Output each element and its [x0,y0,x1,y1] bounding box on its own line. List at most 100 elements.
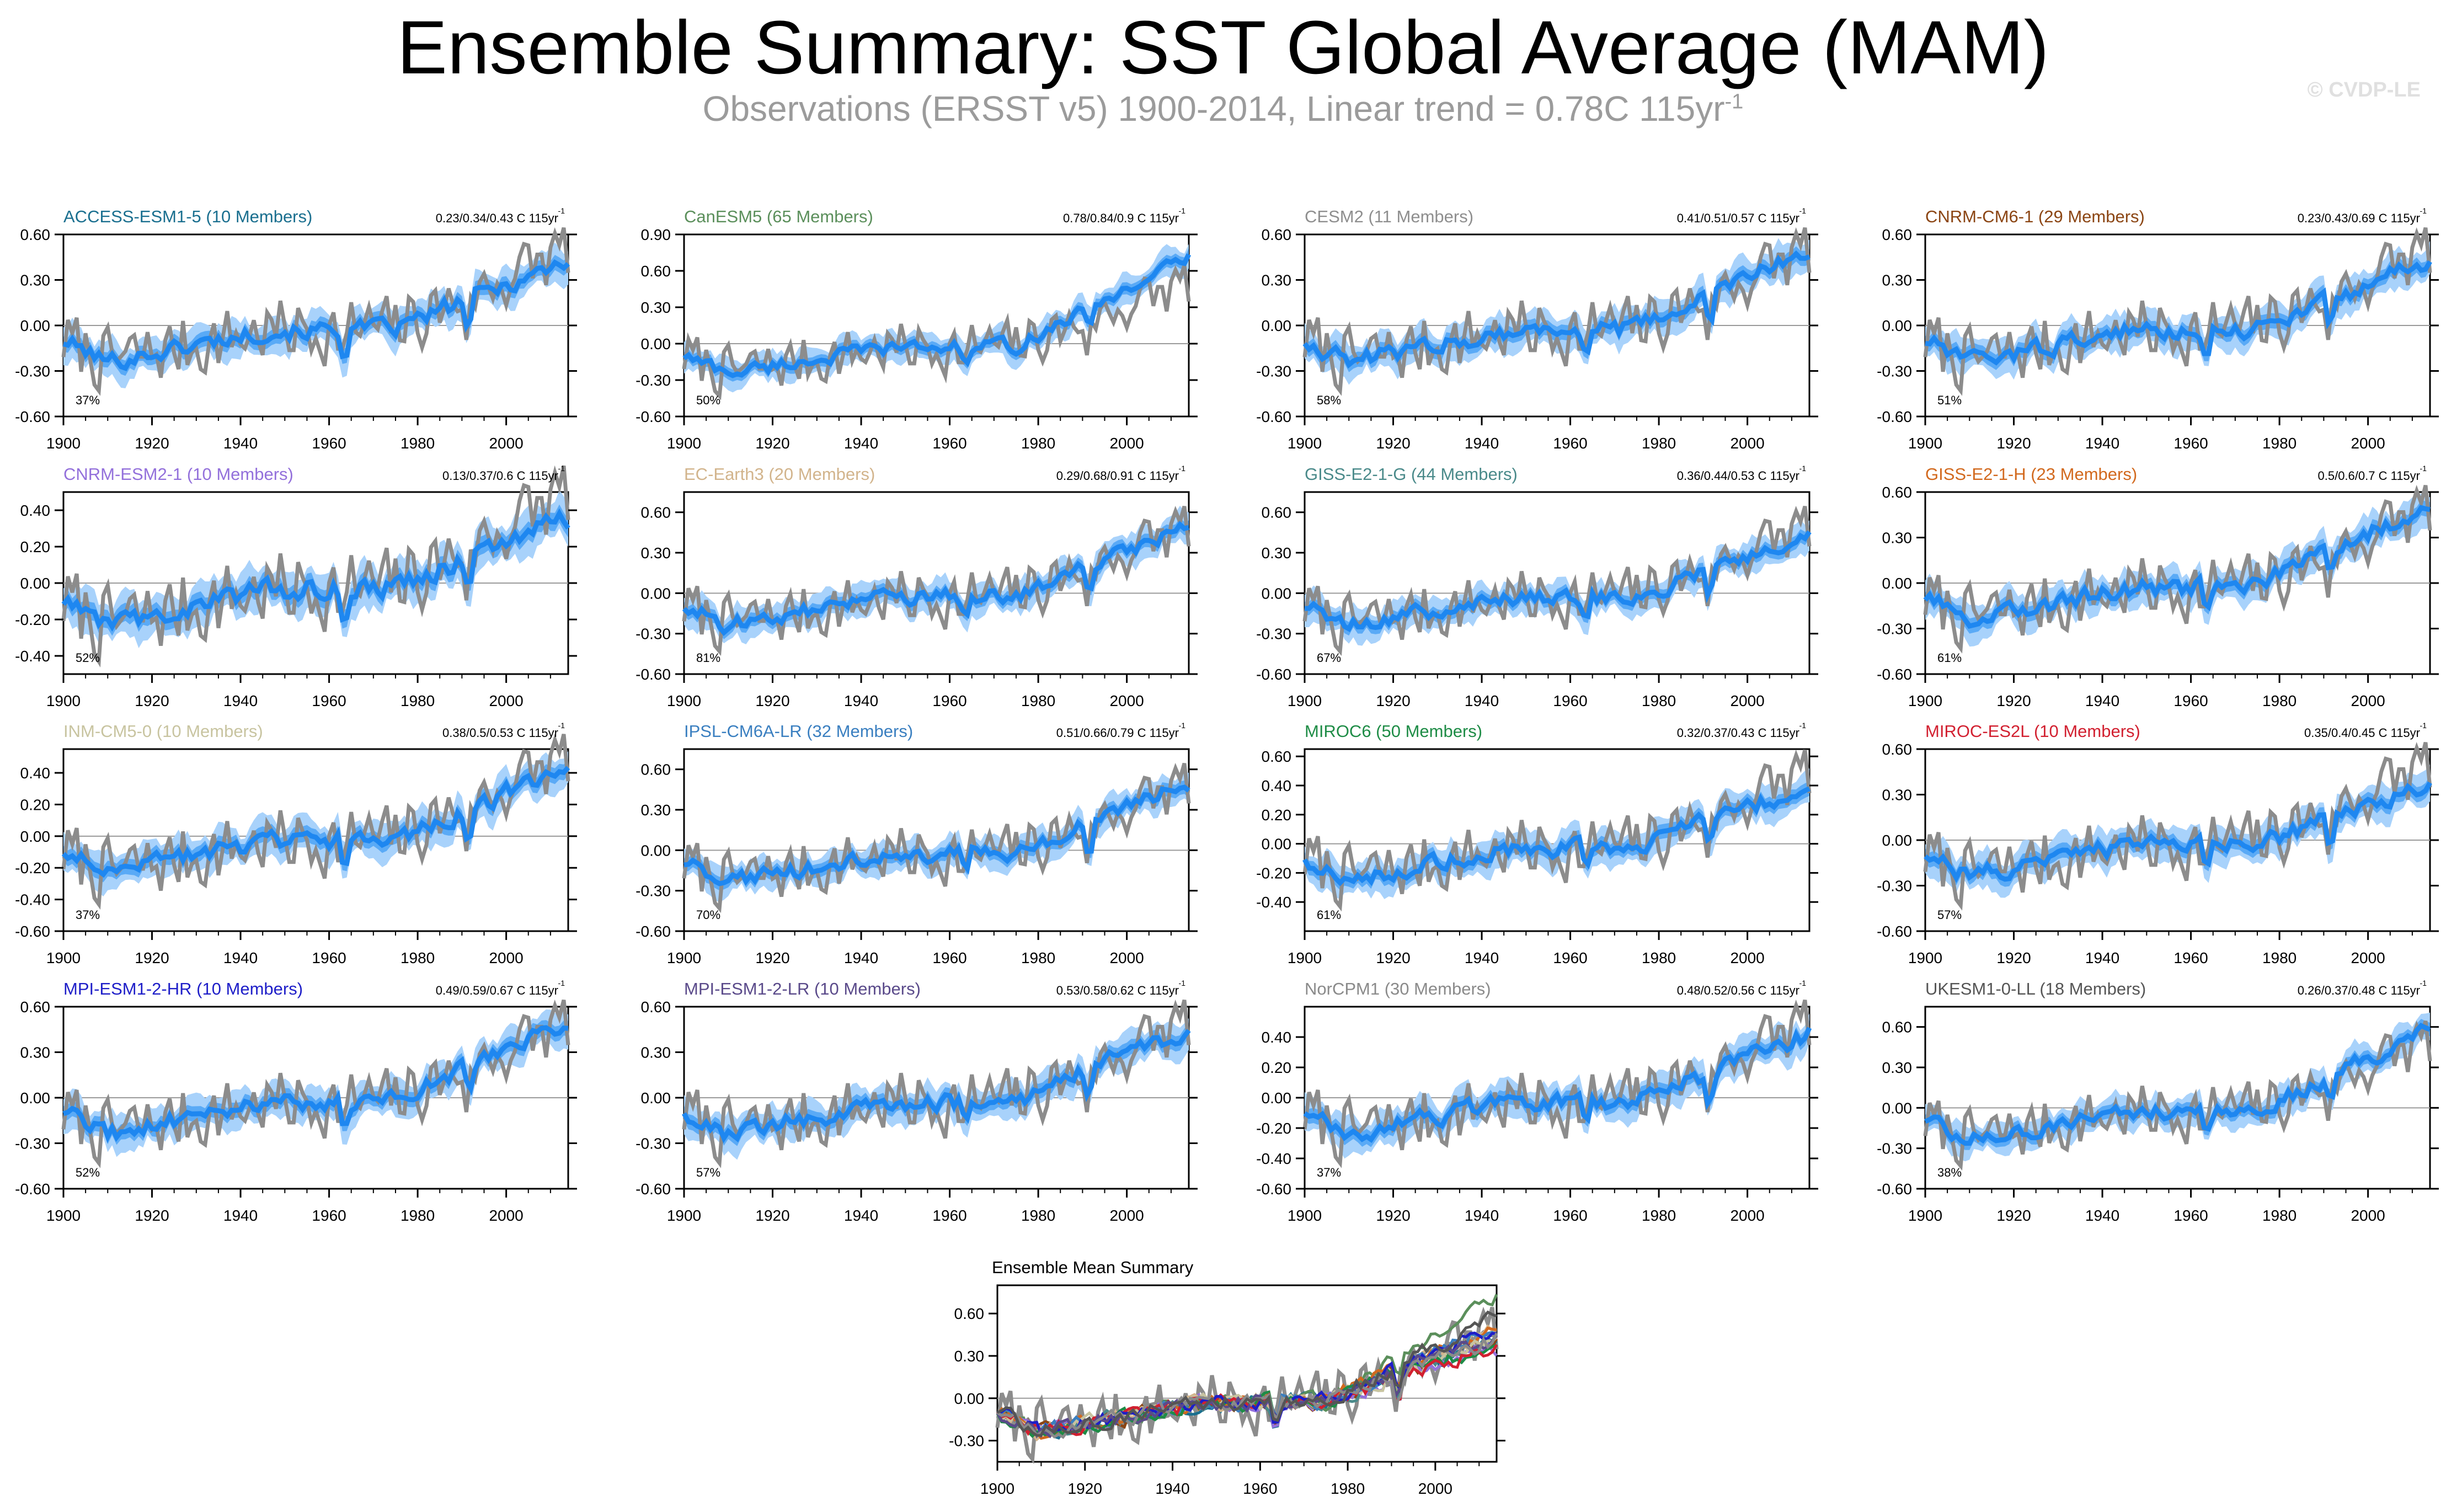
subtitle-exponent: -1 [1724,90,1744,114]
y-tick-label: 0.00 [1262,585,1292,602]
x-tick-label: 1960 [1553,1207,1587,1224]
trend-exponent: -1 [1799,206,1807,215]
x-tick-label: 1920 [135,435,169,452]
percent-label: 52% [76,1166,100,1179]
x-tick-label: 1940 [1465,949,1499,966]
x-tick-label: 1920 [1996,1207,2031,1224]
ensemble-range-band [684,244,1189,393]
chart-panel-4: 0.40 0.20 0.00 -0.20 -0.40 1900 1920 1940 1960 19… [15,464,577,709]
y-tick-label: -0.60 [1877,923,1912,940]
x-tick-label: 1980 [2262,692,2297,709]
x-tick-label: 2000 [489,1207,523,1224]
ensemble-range-band [1305,768,1809,900]
observation-line [1302,999,1812,1168]
x-tick-label: 1960 [312,1207,346,1224]
x-tick-label: 2000 [2351,692,2385,709]
panel-title: GISS-E2-1-H (23 Members) [1925,464,2137,484]
panel-title: GISS-E2-1-G (44 Members) [1305,464,1518,484]
trend-label: 0.32/0.37/0.43 C 115yr [1677,726,1799,740]
y-tick-label: 0.00 [1262,317,1292,334]
x-tick-label: 1960 [1553,949,1587,966]
x-tick-label: 1920 [135,1207,169,1224]
trend-exponent: -1 [558,464,565,473]
x-tick-label: 1960 [1553,692,1587,709]
y-tick-label: -0.30 [635,883,671,900]
x-tick-label: 2000 [1730,949,1764,966]
ensemble-mean-line [61,508,570,632]
x-tick-label: 1900 [1288,1207,1322,1224]
x-tick-label: 1940 [844,1207,878,1224]
observation-line [61,227,570,396]
ensemble-range-band [684,772,1189,902]
ensemble-range-band [1925,765,2430,898]
y-tick-label: 0.30 [641,299,671,316]
y-tick-label: 0.00 [20,1089,51,1107]
panel-title: ACCESS-ESM1-5 (10 Members) [63,207,312,226]
chart-panel-7: 0.60 0.30 0.00 -0.30 -0.60 1900 1920 1940 1960 19… [1877,464,2439,709]
ensemble-range-band [1925,241,2430,380]
x-tick-label: 1960 [2173,949,2208,966]
y-tick-label: -0.60 [1877,1180,1912,1198]
y-tick-label: 0.00 [641,335,671,352]
y-tick-label: 0.30 [1882,530,1913,547]
x-tick-label: 1900 [1288,692,1322,709]
trend-label: 0.49/0.59/0.67 C 115yr [436,984,558,997]
x-tick-label: 1980 [2262,949,2297,966]
chart-panel-11: 0.60 0.30 0.00 -0.30 -0.60 1900 1920 1940 1960 19… [1877,721,2439,966]
y-tick-label: 0.00 [641,1089,671,1107]
trend-exponent: -1 [1799,721,1807,730]
y-tick-label: 0.00 [954,1390,985,1407]
ensemble-mean-line [1303,1027,1812,1143]
y-tick-label: -0.30 [1877,878,1912,895]
trend-exponent: -1 [2420,721,2427,730]
x-tick-label: 1980 [1642,692,1676,709]
ensemble-iqr-band [63,255,568,376]
y-tick-label: -0.30 [1877,621,1912,638]
x-tick-label: 1940 [1465,1207,1499,1224]
x-tick-label: 1980 [1021,949,1055,966]
panel-title: Ensemble Mean Summary [992,1258,1194,1277]
x-tick-label: 1900 [46,949,81,966]
x-tick-label: 1920 [755,949,789,966]
y-tick-label: 0.30 [1262,544,1292,562]
x-tick-label: 1980 [1642,1207,1676,1224]
x-tick-label: 1980 [400,949,435,966]
y-tick-label: -0.40 [1256,894,1291,911]
ensemble-iqr-band [63,504,568,636]
ensemble-mean-line [1924,1022,2431,1146]
y-tick-label: -0.60 [635,923,671,940]
chart-panel-3: 0.60 0.30 0.00 -0.30 -0.60 1900 1920 1940 1960 19… [1877,206,2439,452]
x-tick-label: 1980 [1331,1480,1365,1497]
x-tick-label: 1960 [2173,435,2208,452]
x-tick-label: 1900 [667,435,701,452]
x-tick-label: 1960 [312,692,346,709]
chart-frame [1924,1006,2431,1190]
x-tick-label: 1940 [223,1207,258,1224]
x-tick-label: 1900 [667,1207,701,1224]
percent-label: 52% [76,651,100,665]
ensemble-mean-line [682,253,1192,378]
chart-frame [1304,491,1811,675]
x-tick-label: 1900 [46,1207,81,1224]
y-tick-label: 0.00 [20,828,51,845]
chart-panel-6: 0.60 0.30 0.00 -0.30 -0.60 1900 1920 1940 1960 19… [1256,464,1818,709]
ensemble-iqr-band [1925,775,2430,887]
x-tick-label: 2000 [2351,1207,2385,1224]
observation-line [682,265,1191,400]
y-tick-label: 0.00 [1882,575,1913,592]
y-tick-label: 0.20 [1262,1059,1292,1076]
y-tick-label: -0.30 [635,372,671,389]
y-tick-label: 0.40 [20,765,51,782]
x-tick-label: 2000 [2351,949,2385,966]
x-tick-label: 1920 [1068,1480,1102,1497]
percent-label: 57% [1937,908,1962,922]
ensemble-mean-line [1924,781,2432,883]
percent-label: 38% [1937,1166,1962,1179]
y-tick-label: -0.30 [1256,363,1291,380]
x-tick-label: 1960 [312,435,346,452]
member-mean-line [996,1310,1497,1437]
x-tick-label: 1920 [1376,435,1410,452]
y-tick-label: 0.60 [1882,226,1913,243]
trend-label: 0.36/0.44/0.53 C 115yr [1677,469,1799,483]
